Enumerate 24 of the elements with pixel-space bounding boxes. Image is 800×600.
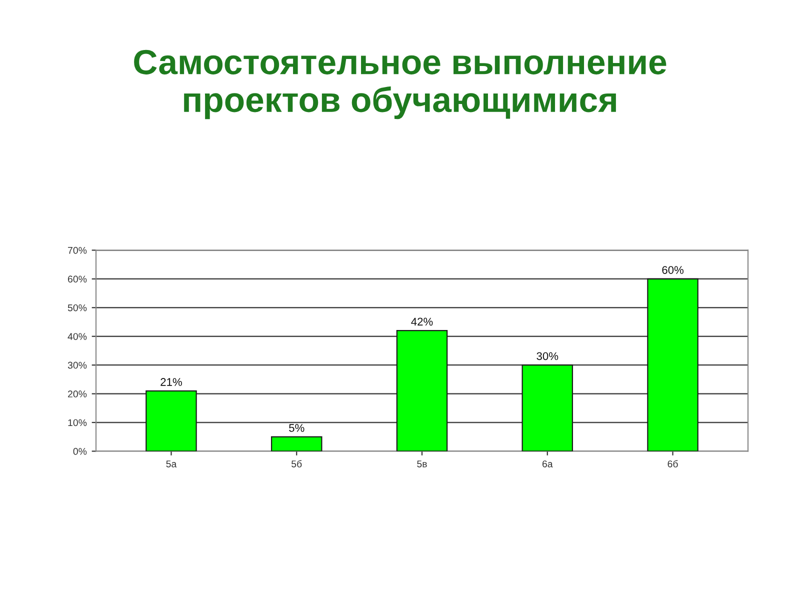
data-label: 21% xyxy=(160,378,182,386)
bar xyxy=(396,330,448,452)
y-tick-label: 30% xyxy=(68,362,87,369)
y-tick-label: 70% xyxy=(68,246,87,254)
x-tick-label: 6б xyxy=(668,460,678,468)
data-label: 60% xyxy=(662,266,684,274)
y-tick-label: 10% xyxy=(68,419,87,426)
data-label: 42% xyxy=(411,318,433,326)
y-tick-label: 50% xyxy=(68,304,87,312)
bar xyxy=(270,436,322,452)
bar xyxy=(522,364,574,452)
x-tick-label: 5а xyxy=(166,460,177,468)
data-label: 5% xyxy=(289,424,304,432)
x-tick-label: 5б xyxy=(292,460,302,468)
data-label: 30% xyxy=(536,352,558,360)
y-tick-label: 60% xyxy=(68,276,87,283)
y-tick-label: 20% xyxy=(68,390,87,398)
y-tick-label: 0% xyxy=(73,448,87,455)
x-tick-label: 5в xyxy=(417,460,427,468)
bar xyxy=(146,390,197,452)
x-tick-label: 6а xyxy=(542,460,553,468)
bar xyxy=(647,278,698,452)
chart-title: Самостоятельное выполнение проектов обучающимися xyxy=(134,50,666,120)
y-tick-label: 40% xyxy=(68,333,87,340)
